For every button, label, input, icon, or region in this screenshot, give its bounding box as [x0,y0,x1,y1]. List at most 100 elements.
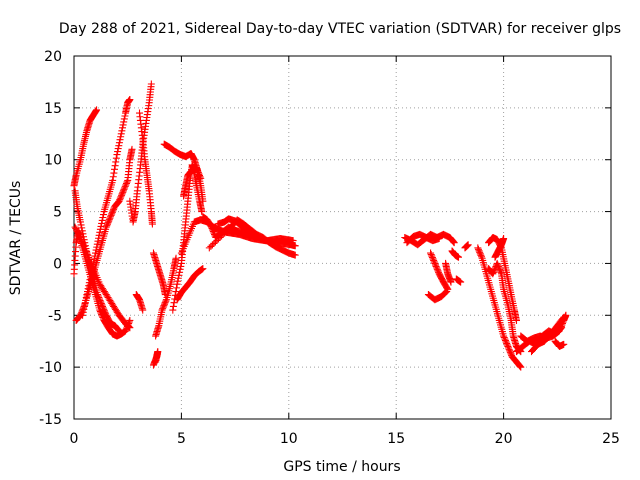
data-point [291,251,299,259]
data-point [97,222,105,230]
data-point [126,316,134,324]
y-tick-label: 0 [53,256,62,272]
data-point [205,244,213,252]
data-point [250,231,258,239]
data-point [109,173,117,181]
data-point [502,338,510,346]
data-point [115,142,123,150]
data-point [147,80,155,88]
data-point [107,211,115,219]
data-point [98,301,106,309]
data-point [117,193,125,201]
data-point [102,223,110,231]
data-point [106,214,114,222]
data-point [109,207,117,215]
data-point [209,228,217,236]
data-point [496,267,504,275]
data-point [97,298,105,306]
data-point [507,350,515,358]
data-point [174,277,182,285]
data-point [120,118,128,126]
data-point [213,236,221,244]
data-point [115,327,123,335]
data-point [112,158,120,166]
data-point [177,262,185,270]
data-point [516,362,524,370]
data-point [176,265,184,273]
data-point [560,340,568,348]
data-point [110,169,118,177]
data-point [494,262,502,270]
data-point [120,115,128,123]
data-point [497,268,505,276]
data-point [82,296,90,304]
data-point [82,245,90,253]
data-point [79,311,87,319]
data-point [109,176,117,184]
series-arc-11 [149,249,169,299]
data-point [161,300,169,308]
data-point [169,306,177,314]
data-point [93,243,101,251]
data-point [503,339,511,347]
data-point [501,335,509,343]
data-point [84,288,92,296]
series-arc-9 [149,348,162,369]
data-point [80,305,88,313]
data-point [427,249,435,257]
data-point [98,216,106,224]
data-point [199,197,207,205]
data-point [476,250,484,258]
data-point [96,296,104,304]
data-point [78,227,86,235]
data-point [474,244,482,252]
x-tick-label: 20 [495,431,513,447]
data-point [105,216,113,224]
x-tick-label: 10 [280,431,298,447]
data-point [208,241,216,249]
data-point [84,285,92,293]
data-point [99,302,107,310]
data-point [215,235,223,243]
data-point [117,130,125,138]
data-point [442,288,450,296]
data-point [289,237,297,245]
data-point [119,187,127,195]
y-tick-label: -5 [48,308,62,324]
data-point [474,245,482,253]
series-arc-12 [132,291,147,314]
data-point [490,267,498,275]
data-point [89,261,97,269]
y-tick-label: 20 [44,49,62,65]
data-point [111,162,119,170]
data-point [103,222,111,230]
data-point [447,278,455,286]
data-point [108,210,116,218]
data-point [476,248,484,256]
series-arc-20 [214,215,258,239]
data-point [77,221,85,229]
data-point [113,151,121,159]
data-point [450,239,458,247]
data-point [431,261,439,269]
data-point [489,270,497,278]
data-point [501,336,509,344]
data-point [432,262,440,270]
series-arc-15 [180,164,205,200]
data-point [85,279,93,287]
data-point [115,197,123,205]
data-point [457,278,465,286]
data-points [70,80,570,371]
data-point [107,213,115,221]
data-point [112,154,120,162]
data-point [208,225,216,233]
data-point [503,341,511,349]
data-point [207,242,215,250]
data-point [119,188,127,196]
data-point [94,237,102,245]
data-point [505,345,513,353]
data-point [161,291,169,299]
data-point [94,292,102,300]
